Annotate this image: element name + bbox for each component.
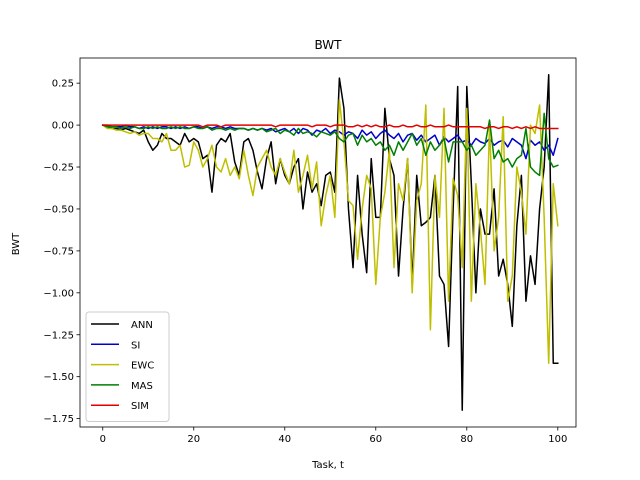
legend-label-sim: SIM xyxy=(131,401,149,412)
chart-title: BWT xyxy=(315,38,343,52)
legend-label-ewc: EWC xyxy=(131,361,154,372)
legend-label-ann: ANN xyxy=(131,320,153,331)
x-tick-label-0: 0 xyxy=(100,434,106,445)
y-tick-label-2: −0.25 xyxy=(43,163,74,174)
plot-area xyxy=(101,74,559,411)
y-tick-label-3: −0.50 xyxy=(43,204,74,215)
series-line-ann xyxy=(101,74,559,411)
x-tick-label-100: 100 xyxy=(548,434,567,445)
x-axis-label: Task, t xyxy=(311,460,344,471)
axes-frame xyxy=(79,57,577,428)
legend-label-si: SI xyxy=(131,340,140,351)
y-tick-label-1: 0.00 xyxy=(52,121,74,132)
y-tick-label-0: 0.25 xyxy=(52,79,74,90)
legend: ANN SI EWC MAS SIM xyxy=(85,311,170,422)
y-tick-label-7: −1.50 xyxy=(43,372,74,383)
legend-label-mas: MAS xyxy=(131,381,153,392)
series-lines xyxy=(101,74,559,411)
x-tick-label-20: 20 xyxy=(187,434,200,445)
y-tick-label-8: −1.75 xyxy=(43,414,74,425)
series-line-ewc xyxy=(101,99,559,365)
legend-box xyxy=(85,311,170,422)
axes: 0 20 40 60 80 100 0.25 0.00 −0.25 −0.50 −0.75 −1.00… xyxy=(43,57,577,445)
y-tick-label-5: −1.00 xyxy=(43,288,74,299)
x-tick-label-40: 40 xyxy=(278,434,291,445)
y-axis-label: BWT xyxy=(11,232,22,255)
series-line-mas xyxy=(101,112,559,177)
y-tick-label-6: −1.25 xyxy=(43,330,74,341)
y-tick-label-4: −0.75 xyxy=(43,246,74,257)
series-line-sim xyxy=(102,124,559,130)
x-tick-label-60: 60 xyxy=(369,434,382,445)
x-tick-label-80: 80 xyxy=(460,434,473,445)
